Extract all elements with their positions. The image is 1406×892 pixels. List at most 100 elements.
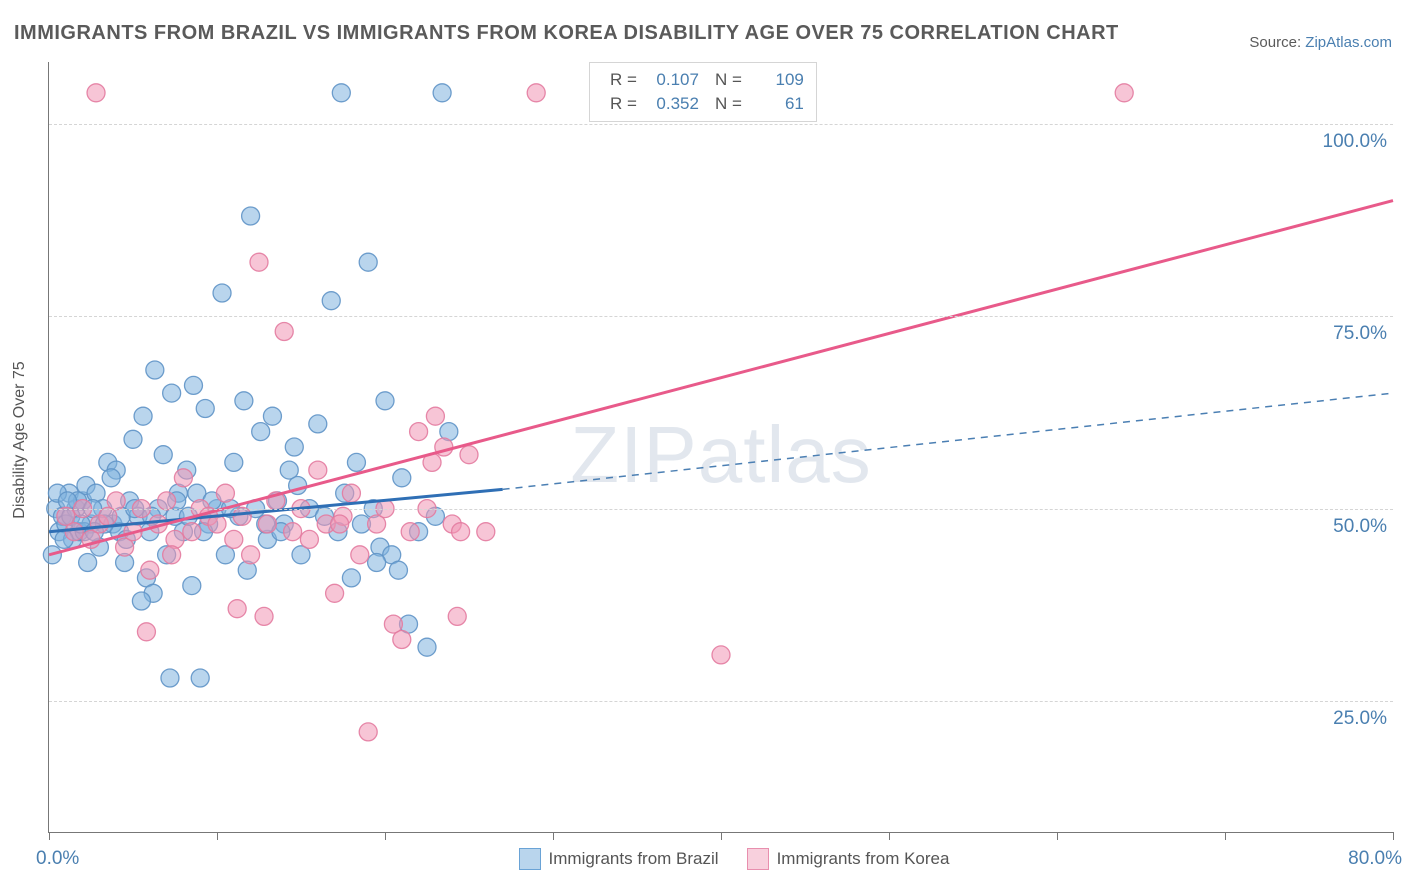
legend-row: R = 0.107 N = 109 bbox=[600, 68, 804, 92]
scatter-point bbox=[242, 207, 260, 225]
scatter-point bbox=[154, 446, 172, 464]
x-axis-area: 0.0% Immigrants from BrazilImmigrants fr… bbox=[48, 842, 1392, 882]
x-tick bbox=[553, 832, 554, 840]
scatter-point bbox=[235, 392, 253, 410]
x-max-label: 80.0% bbox=[1348, 848, 1402, 870]
legend-r-value: 0.352 bbox=[647, 92, 699, 116]
x-tick bbox=[1393, 832, 1394, 840]
scatter-point bbox=[102, 469, 120, 487]
legend-n-value: 109 bbox=[752, 68, 804, 92]
scatter-point bbox=[326, 584, 344, 602]
scatter-point bbox=[448, 607, 466, 625]
y-tick-label: 75.0% bbox=[1333, 323, 1387, 345]
scatter-point bbox=[87, 84, 105, 102]
scatter-point bbox=[477, 523, 495, 541]
legend-n-value: 61 bbox=[752, 92, 804, 116]
scatter-point bbox=[213, 284, 231, 302]
scatter-point bbox=[1115, 84, 1133, 102]
x-tick bbox=[889, 832, 890, 840]
x-tick bbox=[49, 832, 50, 840]
scatter-point bbox=[137, 623, 155, 641]
legend-series-label: Immigrants from Brazil bbox=[549, 849, 719, 868]
chart-title: IMMIGRANTS FROM BRAZIL VS IMMIGRANTS FRO… bbox=[14, 22, 1119, 45]
scatter-point bbox=[263, 407, 281, 425]
scatter-point bbox=[389, 561, 407, 579]
scatter-point bbox=[401, 523, 419, 541]
scatter-point bbox=[712, 646, 730, 664]
scatter-point bbox=[418, 638, 436, 656]
scatter-point bbox=[141, 561, 159, 579]
scatter-point bbox=[460, 446, 478, 464]
y-tick-label: 100.0% bbox=[1323, 131, 1387, 153]
scatter-point bbox=[332, 84, 350, 102]
gridline bbox=[49, 124, 1393, 125]
chart-svg bbox=[49, 62, 1393, 832]
scatter-point bbox=[174, 469, 192, 487]
legend-swatch bbox=[747, 848, 769, 870]
legend-r-label: R = bbox=[610, 68, 637, 92]
scatter-point bbox=[393, 469, 411, 487]
source-prefix: Source: bbox=[1249, 34, 1305, 51]
scatter-point bbox=[242, 546, 260, 564]
scatter-point bbox=[107, 492, 125, 510]
source-link[interactable]: ZipAtlas.com bbox=[1305, 34, 1392, 51]
scatter-point bbox=[228, 600, 246, 618]
scatter-point bbox=[300, 530, 318, 548]
legend-series-label: Immigrants from Korea bbox=[777, 849, 950, 868]
regression-line-dashed bbox=[503, 393, 1393, 489]
scatter-point bbox=[250, 253, 268, 271]
scatter-point bbox=[225, 530, 243, 548]
legend-swatch bbox=[519, 848, 541, 870]
x-tick bbox=[217, 832, 218, 840]
scatter-point bbox=[347, 453, 365, 471]
x-tick bbox=[1057, 832, 1058, 840]
scatter-point bbox=[255, 607, 273, 625]
scatter-point bbox=[285, 438, 303, 456]
y-tick-label: 50.0% bbox=[1333, 516, 1387, 538]
scatter-point bbox=[527, 84, 545, 102]
scatter-point bbox=[163, 384, 181, 402]
gridline bbox=[49, 509, 1393, 510]
scatter-point bbox=[452, 523, 470, 541]
scatter-point bbox=[225, 453, 243, 471]
scatter-point bbox=[216, 484, 234, 502]
y-tick-label: 25.0% bbox=[1333, 708, 1387, 730]
scatter-point bbox=[233, 507, 251, 525]
scatter-point bbox=[65, 523, 83, 541]
scatter-point bbox=[376, 392, 394, 410]
scatter-point bbox=[124, 430, 142, 448]
scatter-point bbox=[275, 323, 293, 341]
x-tick bbox=[1225, 832, 1226, 840]
scatter-point bbox=[191, 669, 209, 687]
scatter-point bbox=[183, 577, 201, 595]
scatter-point bbox=[368, 554, 386, 572]
legend-n-label: N = bbox=[715, 92, 742, 116]
legend-r-value: 0.107 bbox=[647, 68, 699, 92]
scatter-point bbox=[342, 569, 360, 587]
scatter-point bbox=[158, 492, 176, 510]
x-tick bbox=[385, 832, 386, 840]
x-tick bbox=[721, 832, 722, 840]
scatter-point bbox=[426, 407, 444, 425]
scatter-point bbox=[183, 523, 201, 541]
scatter-point bbox=[284, 523, 302, 541]
scatter-point bbox=[309, 461, 327, 479]
scatter-point bbox=[331, 515, 349, 533]
legend-n-label: N = bbox=[715, 68, 742, 92]
scatter-point bbox=[342, 484, 360, 502]
regression-line bbox=[49, 201, 1393, 555]
correlation-legend: R = 0.107 N = 109R = 0.352 N = 61 bbox=[589, 62, 817, 122]
gridline bbox=[49, 316, 1393, 317]
legend-row: R =0.352N = 61 bbox=[600, 92, 804, 116]
scatter-point bbox=[359, 253, 377, 271]
scatter-point bbox=[322, 292, 340, 310]
scatter-point bbox=[309, 415, 327, 433]
scatter-point bbox=[351, 546, 369, 564]
scatter-point bbox=[79, 554, 97, 572]
scatter-point bbox=[258, 515, 276, 533]
gridline bbox=[49, 701, 1393, 702]
bottom-legend: Immigrants from Brazil Immigrants from Ko… bbox=[48, 848, 1392, 870]
scatter-point bbox=[196, 400, 214, 418]
scatter-point bbox=[163, 546, 181, 564]
scatter-point bbox=[184, 376, 202, 394]
